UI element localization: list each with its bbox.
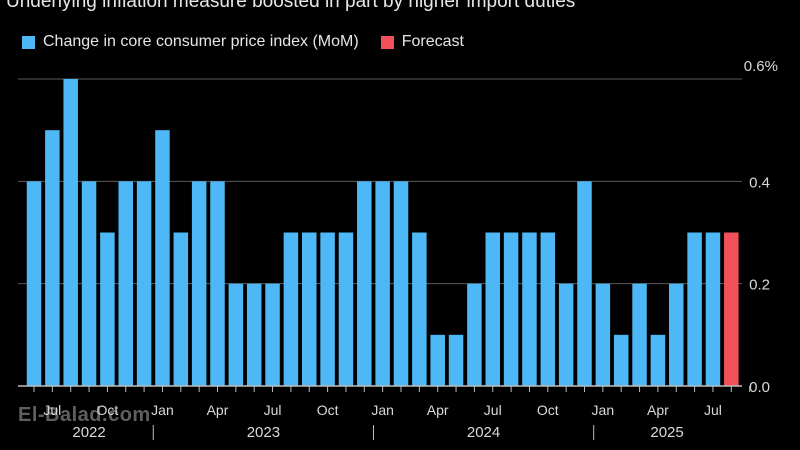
- x-tick-label: Oct: [537, 402, 559, 418]
- legend-swatch-actual: [22, 35, 35, 49]
- bar-actual: [430, 334, 445, 386]
- bar-actual: [302, 232, 317, 386]
- x-year-label: 2025: [650, 424, 683, 441]
- bar-actual: [81, 181, 97, 386]
- bar-actual: [650, 334, 666, 386]
- x-tick-label: Oct: [317, 402, 339, 418]
- bar-forecast: [724, 232, 739, 386]
- bar-actual: [595, 283, 611, 386]
- bar-actual: [265, 283, 280, 386]
- x-tick-label: Jan: [371, 402, 394, 418]
- bar-actual: [45, 130, 60, 386]
- bar-actual: [375, 181, 390, 386]
- bar-actual: [503, 232, 519, 386]
- y-tick-label: 0.4: [749, 174, 770, 191]
- bar-actual: [412, 232, 427, 386]
- legend-label-actual: Change in core consumer price index (MoM…: [43, 33, 359, 50]
- bar-actual: [613, 334, 629, 386]
- bar-actual: [705, 232, 721, 386]
- bar-actual: [448, 334, 464, 386]
- chart-subtitle: Underlying inflation measure boosted in …: [6, 0, 576, 12]
- bar-actual: [632, 283, 647, 386]
- x-tick-label: Apr: [647, 402, 669, 418]
- legend-swatch-forecast: [380, 35, 394, 49]
- bar-actual: [228, 283, 244, 386]
- bar-actual: [191, 181, 207, 386]
- bar-actual: [155, 130, 170, 386]
- x-tick-label: Apr: [427, 402, 449, 418]
- bar-actual: [210, 181, 225, 386]
- bar-actual: [669, 283, 684, 386]
- bar-actual: [540, 232, 556, 386]
- legend-item-actual: Change in core consumer price index (MoM…: [22, 33, 359, 51]
- x-year-label: 2022: [72, 424, 105, 441]
- bar-actual: [577, 181, 592, 386]
- x-tick-label: Oct: [97, 402, 119, 418]
- x-tick-label: Jan: [592, 402, 615, 418]
- chart-legend: Change in core consumer price index (MoM…: [22, 33, 486, 51]
- legend-item-forecast: Forecast: [380, 33, 464, 51]
- bar-actual: [118, 181, 133, 386]
- y-tick-label: 0.0: [749, 379, 770, 396]
- bar-actual: [558, 283, 574, 386]
- bar-actual: [338, 232, 354, 386]
- x-year-label: 2024: [467, 424, 500, 441]
- bar-actual: [320, 232, 335, 386]
- x-tick-label: Jul: [484, 402, 502, 418]
- bar-actual: [357, 181, 372, 386]
- bar-actual: [173, 232, 189, 386]
- bar-actual: [687, 232, 702, 386]
- x-tick-label: Jul: [43, 402, 61, 418]
- x-tick-label: Apr: [207, 402, 229, 418]
- bar-actual: [485, 232, 500, 386]
- x-tick-label: Jul: [264, 402, 282, 418]
- bar-actual: [136, 181, 152, 386]
- bar-actual: [26, 181, 42, 386]
- watermark-logo: El-Balad.com: [18, 404, 151, 426]
- bar-actual: [522, 232, 537, 386]
- legend-label-forecast: Forecast: [401, 33, 464, 50]
- bar-actual: [467, 283, 482, 386]
- bar-actual: [100, 232, 115, 386]
- x-year-label: 2023: [247, 424, 280, 441]
- x-tick-label: Jan: [151, 402, 174, 418]
- y-tick-label: 0.2: [749, 277, 770, 294]
- x-tick-label: Jul: [704, 402, 722, 418]
- bar-actual: [393, 181, 409, 386]
- y-tick-label-top: 0.6%: [744, 58, 778, 75]
- bar-actual: [246, 283, 262, 386]
- bar-actual: [283, 232, 299, 386]
- bar-actual: [63, 79, 78, 386]
